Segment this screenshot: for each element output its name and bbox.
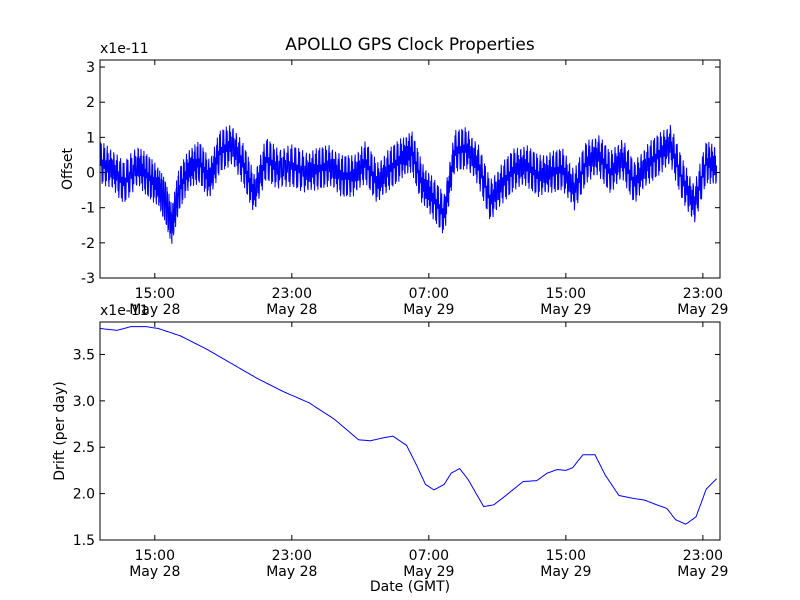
x-tick-label-time: 23:00 <box>272 548 312 564</box>
y-tick-label: -2 <box>81 236 95 252</box>
x-tick-label-time: 15:00 <box>135 548 175 564</box>
y-offset-label: x1e-11 <box>100 41 149 57</box>
x-tick-label-date: May 29 <box>540 302 591 318</box>
x-tick-label-time: 15:00 <box>135 286 175 302</box>
chart-title: APOLLO GPS Clock Properties <box>285 35 535 55</box>
x-tick-label-time: 15:00 <box>546 286 586 302</box>
x-tick-label-time: 15:00 <box>546 548 586 564</box>
plot-frame <box>99 321 721 541</box>
y-tick-label: 1 <box>86 130 95 146</box>
y-tick-label: 0 <box>86 166 95 182</box>
y-tick-label: 3.0 <box>73 394 95 410</box>
y-tick-label: 2 <box>86 95 95 111</box>
x-tick-label-time: 23:00 <box>272 286 312 302</box>
x-tick-label-date: May 29 <box>677 302 728 318</box>
y-tick-label: 3 <box>86 60 95 76</box>
x-tick-label-time: 07:00 <box>409 548 449 564</box>
plot-frame <box>99 59 721 279</box>
y-tick-label: 1.5 <box>73 533 95 549</box>
x-tick-label-date: May 28 <box>129 302 180 318</box>
drift-series-line <box>99 326 717 525</box>
x-tick-label-date: May 29 <box>403 564 454 580</box>
x-tick-label-date: May 28 <box>129 564 180 580</box>
x-tick-label-date: May 28 <box>266 302 317 318</box>
x-axis-label: Date (GMT) <box>370 579 450 595</box>
x-tick-label-date: May 29 <box>403 302 454 318</box>
y-tick-label: -3 <box>81 271 95 287</box>
y-axis-label: Offset <box>60 147 76 190</box>
x-tick-label-time: 23:00 <box>683 548 723 564</box>
x-tick-label-time: 07:00 <box>409 286 449 302</box>
y-tick-label: -1 <box>81 201 95 217</box>
offset-series-line <box>99 124 718 244</box>
x-tick-label-date: May 29 <box>540 564 591 580</box>
y-tick-label: 2.5 <box>73 440 95 456</box>
y-offset-label: x1e-11 <box>100 303 149 319</box>
y-tick-label: 3.5 <box>73 347 95 363</box>
x-tick-label-date: May 28 <box>266 564 317 580</box>
x-tick-label-date: May 29 <box>677 564 728 580</box>
y-axis-label: Drift (per day) <box>52 381 68 480</box>
y-tick-label: 2.0 <box>73 487 95 503</box>
x-tick-label-time: 23:00 <box>683 286 723 302</box>
